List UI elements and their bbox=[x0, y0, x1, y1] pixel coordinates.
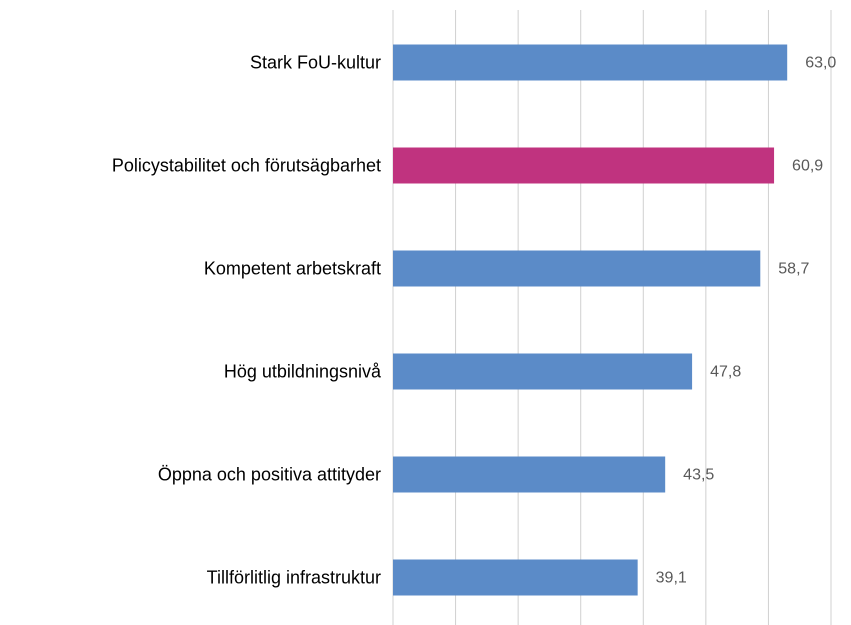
y-tick-label: Hög utbildningsnivå bbox=[224, 361, 382, 381]
y-tick-label: Policystabilitet och förutsägbarhet bbox=[112, 155, 381, 175]
y-tick-label: Öppna och positiva attityder bbox=[158, 464, 381, 484]
data-label: 47,8 bbox=[710, 364, 741, 381]
y-tick-label: Stark FoU-kultur bbox=[250, 52, 381, 72]
data-label: 43,5 bbox=[683, 467, 714, 484]
bar bbox=[393, 44, 788, 81]
y-tick-label: Kompetent arbetskraft bbox=[204, 258, 381, 278]
data-label: 63,0 bbox=[805, 55, 836, 72]
bar bbox=[393, 250, 761, 287]
bar bbox=[393, 456, 666, 493]
bar bbox=[393, 353, 693, 390]
data-label: 60,9 bbox=[792, 158, 823, 175]
bar bbox=[393, 147, 775, 184]
data-label: 58,7 bbox=[778, 261, 809, 278]
y-tick-label: Tillförlitlig infrastruktur bbox=[207, 567, 381, 587]
bar bbox=[393, 559, 638, 596]
data-label: 39,1 bbox=[656, 570, 687, 587]
